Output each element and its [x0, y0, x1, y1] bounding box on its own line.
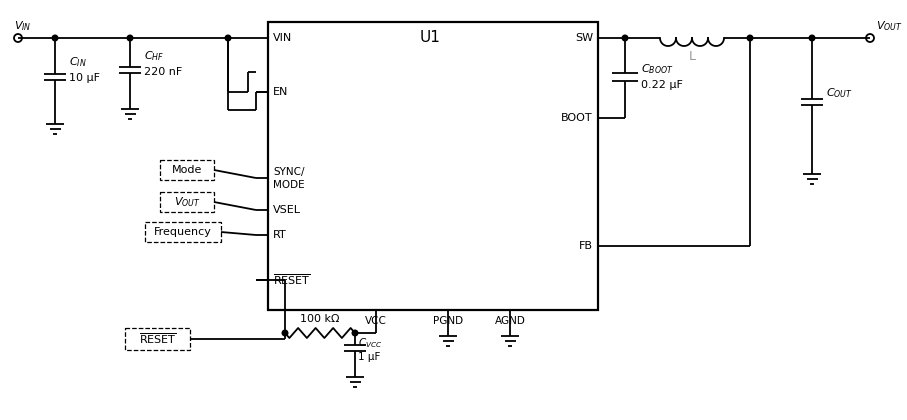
- Text: $V_{IN}$: $V_{IN}$: [14, 19, 32, 33]
- Text: U1: U1: [420, 31, 441, 45]
- Text: $V_{OUT}$: $V_{OUT}$: [876, 19, 902, 33]
- Text: $V_{OUT}$: $V_{OUT}$: [173, 195, 200, 209]
- Text: BOOT: BOOT: [561, 113, 593, 123]
- Text: $C_{HF}$: $C_{HF}$: [144, 49, 164, 63]
- Bar: [145, 222, 221, 242]
- Text: SW: SW: [575, 33, 593, 43]
- Text: 220 nF: 220 nF: [144, 67, 182, 77]
- Circle shape: [282, 330, 288, 336]
- Text: 1 μF: 1 μF: [358, 352, 380, 362]
- Bar: [160, 160, 214, 180]
- Text: Frequency: Frequency: [154, 227, 212, 237]
- Text: AGND: AGND: [494, 316, 525, 326]
- Bar: [268, 22, 598, 310]
- Text: $C_{BOOT}$: $C_{BOOT}$: [641, 62, 674, 76]
- Text: L: L: [688, 50, 696, 63]
- Text: 100 kΩ: 100 kΩ: [300, 314, 340, 324]
- Text: $C_{OUT}$: $C_{OUT}$: [826, 86, 853, 100]
- Bar: [125, 328, 190, 350]
- Text: $C_{IN}$: $C_{IN}$: [69, 55, 87, 69]
- Circle shape: [53, 35, 58, 41]
- Circle shape: [127, 35, 132, 41]
- Text: $\overline{\mathrm{RESET}}$: $\overline{\mathrm{RESET}}$: [139, 332, 176, 346]
- Circle shape: [622, 35, 628, 41]
- Text: SYNC/: SYNC/: [273, 167, 305, 177]
- Text: VSEL: VSEL: [273, 205, 301, 215]
- Circle shape: [747, 35, 753, 41]
- Text: $C_{VCC}$: $C_{VCC}$: [358, 336, 383, 350]
- Text: EN: EN: [273, 87, 288, 97]
- Text: VIN: VIN: [273, 33, 292, 43]
- Text: RT: RT: [273, 230, 287, 240]
- Text: VCC: VCC: [365, 316, 387, 326]
- Text: 0.22 μF: 0.22 μF: [641, 80, 683, 90]
- Text: $\overline{\mathrm{RESET}}$: $\overline{\mathrm{RESET}}$: [273, 273, 311, 287]
- Text: 10 μF: 10 μF: [69, 73, 100, 83]
- Circle shape: [352, 330, 357, 336]
- Circle shape: [225, 35, 230, 41]
- Circle shape: [809, 35, 814, 41]
- Bar: [160, 192, 214, 212]
- Text: MODE: MODE: [273, 180, 305, 190]
- Text: FB: FB: [579, 241, 593, 251]
- Text: Mode: Mode: [171, 165, 202, 175]
- Text: PGND: PGND: [433, 316, 463, 326]
